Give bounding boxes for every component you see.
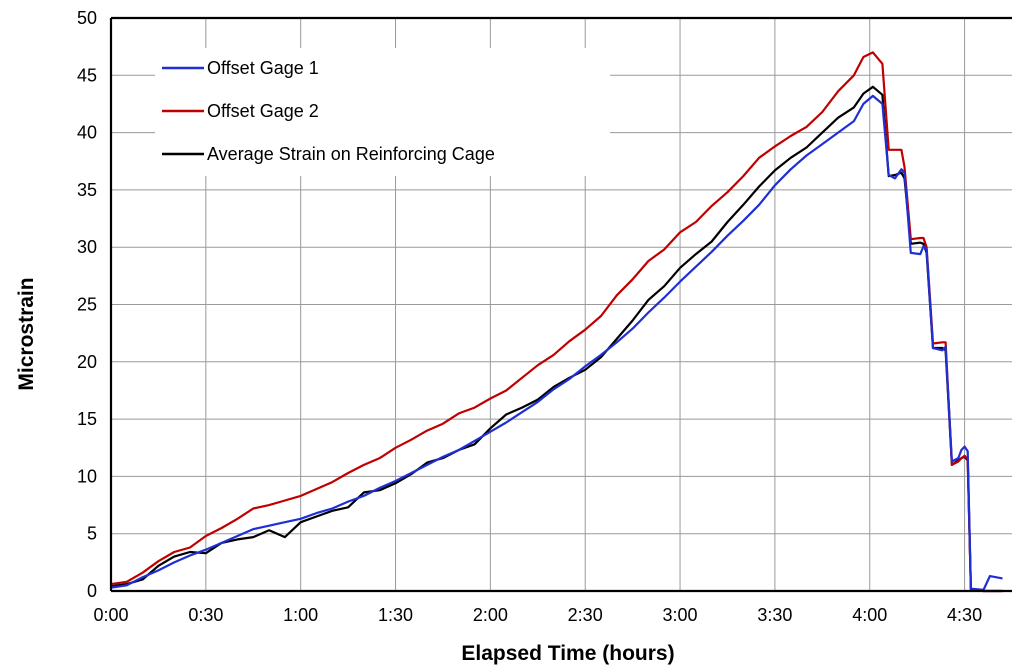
legend-label: Offset Gage 2 — [207, 101, 319, 121]
y-tick-label: 30 — [77, 237, 97, 257]
legend: Offset Gage 1 Offset Gage 2 Average Strain… — [155, 48, 610, 176]
legend-background — [155, 48, 610, 176]
y-tick-label: 5 — [87, 524, 97, 544]
y-tick-label: 40 — [77, 123, 97, 143]
y-tick-label: 10 — [77, 466, 97, 486]
x-tick-label: 1:30 — [378, 605, 413, 625]
x-tick-label: 2:30 — [568, 605, 603, 625]
legend-label: Average Strain on Reinforcing Cage — [207, 144, 495, 164]
y-tick-label: 0 — [87, 581, 97, 601]
y-tick-labels: 0 5 10 15 20 25 30 35 40 45 50 — [77, 8, 97, 601]
y-tick-label: 50 — [77, 8, 97, 28]
x-tick-label: 0:30 — [188, 605, 223, 625]
x-tick-label: 3:30 — [757, 605, 792, 625]
x-tick-label: 4:00 — [852, 605, 887, 625]
x-tick-label: 4:30 — [947, 605, 982, 625]
legend-label: Offset Gage 1 — [207, 58, 319, 78]
y-tick-label: 25 — [77, 295, 97, 315]
y-tick-label: 20 — [77, 352, 97, 372]
y-tick-label: 45 — [77, 65, 97, 85]
x-tick-labels: 0:00 0:30 1:00 1:30 2:00 2:30 3:00 3:30 4:00 4:30 — [93, 605, 982, 625]
y-tick-label: 35 — [77, 180, 97, 200]
y-tick-label: 15 — [77, 409, 97, 429]
x-tick-label: 1:00 — [283, 605, 318, 625]
x-tick-label: 3:00 — [663, 605, 698, 625]
y-axis-title: Microstrain — [15, 277, 38, 390]
x-axis-title: Elapsed Time (hours) — [461, 642, 674, 665]
x-tick-label: 2:00 — [473, 605, 508, 625]
series-line — [110, 94, 1003, 592]
series-lines — [110, 51, 1003, 593]
x-tick-label: 0:00 — [93, 605, 128, 625]
plot-frame — [109, 16, 1012, 593]
